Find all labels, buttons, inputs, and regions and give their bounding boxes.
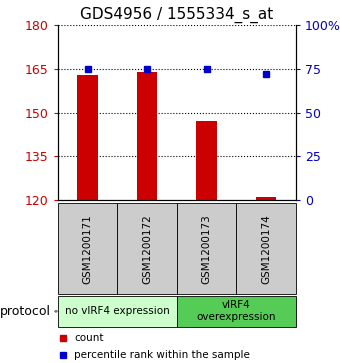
Text: GSM1200174: GSM1200174	[261, 214, 271, 284]
Bar	[256, 197, 276, 200]
Text: count: count	[74, 334, 104, 343]
Bar	[236, 203, 296, 294]
Text: vIRF4
overexpression: vIRF4 overexpression	[197, 301, 276, 322]
Bar	[196, 121, 217, 200]
Title: GDS4956 / 1555334_s_at: GDS4956 / 1555334_s_at	[80, 7, 273, 23]
Bar	[177, 203, 236, 294]
Bar	[77, 75, 98, 200]
Bar	[177, 296, 296, 327]
Bar	[58, 203, 117, 294]
Bar	[58, 296, 177, 327]
Text: GSM1200171: GSM1200171	[83, 214, 92, 284]
Text: no vIRF4 expression: no vIRF4 expression	[65, 306, 170, 316]
Text: protocol: protocol	[0, 305, 51, 318]
Text: GSM1200172: GSM1200172	[142, 214, 152, 284]
Bar	[137, 72, 157, 200]
Bar	[117, 203, 177, 294]
Text: percentile rank within the sample: percentile rank within the sample	[74, 350, 250, 360]
Text: GSM1200173: GSM1200173	[202, 214, 211, 284]
